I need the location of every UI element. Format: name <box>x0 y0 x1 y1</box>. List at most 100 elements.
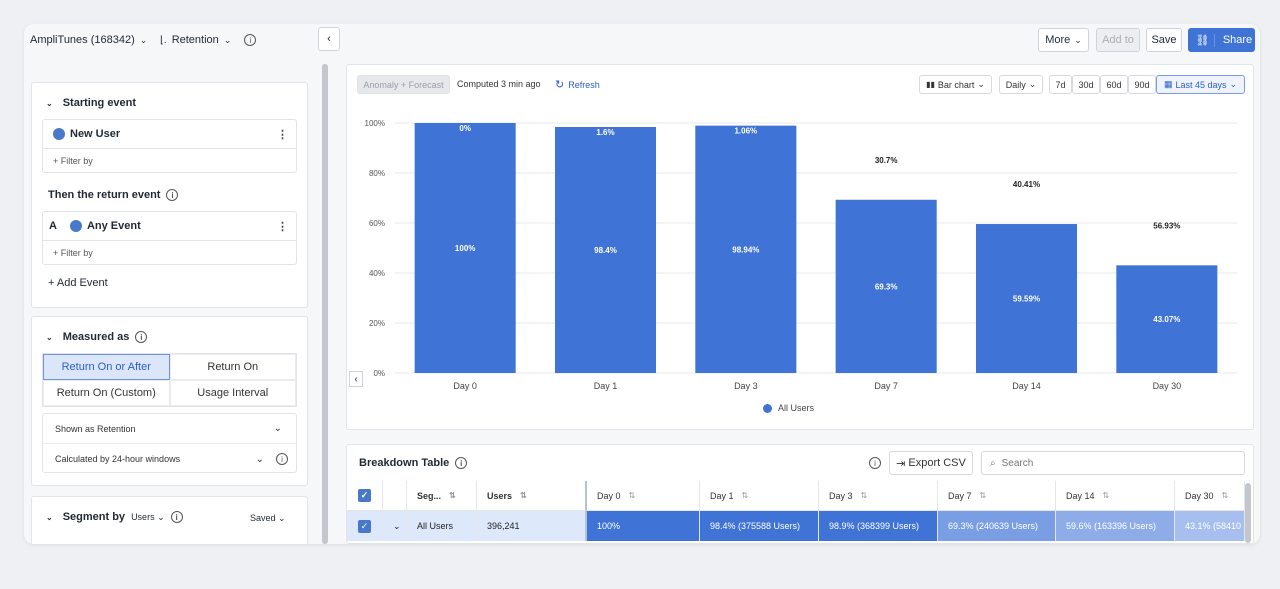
more-label: More <box>1045 34 1071 46</box>
y-tick-label: 20% <box>369 319 385 328</box>
chevron-down-icon: ⌄ <box>46 98 53 108</box>
info-icon[interactable]: i <box>869 457 881 469</box>
info-icon[interactable]: i <box>244 34 257 46</box>
kebab-menu-icon[interactable]: ⋮ <box>277 128 288 141</box>
row-day30-cell: 43.1% (58410 <box>1175 511 1245 541</box>
calculated-by-select[interactable]: Calculated by 24-hour windows ⌄ i <box>43 444 296 474</box>
return-event-row[interactable]: A Any Event ⋮ <box>43 212 296 241</box>
info-icon[interactable]: i <box>276 453 288 465</box>
retention-bar-chart: 0% 20% 40% 60% 80% 100% 0% 100% Day 0 1.6% 98.4% Da… <box>365 119 1237 391</box>
sort-icon: ⇅ <box>520 491 527 500</box>
chart-scroll-left-button[interactable]: ‹ <box>349 371 363 387</box>
chevron-down-icon: ⌄ <box>46 512 53 522</box>
event-icon <box>69 220 82 232</box>
column-header-users[interactable]: Users ⇅ <box>477 481 587 511</box>
measured-header[interactable]: ⌄ Measured as i <box>46 331 148 343</box>
row-day7-cell: 69.3% (240639 Users) <box>938 511 1056 541</box>
row-checkbox[interactable]: ✓ <box>347 511 383 541</box>
info-icon[interactable]: i <box>166 189 179 201</box>
table-title: Breakdown Table <box>359 457 450 469</box>
chevron-left-icon: ‹ <box>354 373 358 385</box>
chevron-down-icon: ⌄ <box>393 520 401 531</box>
export-icon: ⇥ <box>896 457 906 470</box>
dropoff-label: 0% <box>459 124 471 133</box>
range-60d[interactable]: 60d <box>1100 75 1128 94</box>
range-custom[interactable]: ▦ Last 45 days ⌄ <box>1156 75 1245 94</box>
shown-as-select[interactable]: Shown as Retention ⌄ <box>43 414 296 444</box>
active-range-label: Last 45 days <box>1175 79 1227 90</box>
x-tick-label: Day 7 <box>874 381 898 391</box>
project-name: AmpliTunes (168342) <box>30 34 135 46</box>
share-label: Share <box>1222 34 1253 46</box>
saved-label: Saved <box>250 513 276 523</box>
calculated-by-label: Calculated by 24-hour windows <box>55 454 181 464</box>
search-box[interactable]: ⌕ <box>981 451 1245 475</box>
add-event-link[interactable]: + Add Event <box>48 277 108 289</box>
collapse-sidebar-button[interactable]: ‹ <box>318 27 340 51</box>
project-selector[interactable]: AmpliTunes (168342) ⌄ <box>30 34 147 46</box>
anomaly-forecast-button[interactable]: Anomaly + Forecast <box>357 75 450 94</box>
starting-filter-link[interactable]: + Filter by <box>53 155 93 166</box>
return-filter-link[interactable]: + Filter by <box>53 247 93 258</box>
export-csv-button[interactable]: ⇥ Export CSV <box>889 451 973 475</box>
refresh-button[interactable]: ↻ Refresh <box>555 78 600 91</box>
refresh-label: Refresh <box>568 79 600 90</box>
column-label: Users <box>487 490 513 501</box>
sidebar: ⌄ Starting event New User ⋮ + Filter by … <box>24 58 321 544</box>
column-label: Day 1 <box>710 490 734 501</box>
info-icon[interactable]: i <box>455 457 468 469</box>
interval-select[interactable]: Daily ⌄ <box>999 75 1043 94</box>
more-button[interactable]: More ⌄ <box>1038 28 1089 52</box>
starting-event-header[interactable]: ⌄ Starting event <box>46 97 136 109</box>
row-expand-toggle[interactable]: ⌄ <box>383 511 407 541</box>
kebab-menu-icon[interactable]: ⋮ <box>277 220 288 233</box>
column-header-day14[interactable]: Day 14 ⇅ <box>1056 481 1175 511</box>
column-header-day0[interactable]: Day 0 ⇅ <box>587 481 700 511</box>
bar <box>695 125 797 374</box>
chevron-down-icon: ⌄ <box>223 34 232 45</box>
measure-usage-interval[interactable]: Usage Interval <box>169 380 296 406</box>
scrollbar-thumb[interactable] <box>322 64 328 544</box>
measured-panel: ⌄ Measured as i Return On or After Retur… <box>31 316 308 486</box>
column-header-day3[interactable]: Day 3 ⇅ <box>819 481 938 511</box>
select-all-checkbox[interactable]: ✓ <box>347 481 383 511</box>
info-icon[interactable]: i <box>135 331 148 343</box>
link-icon: ⛓ <box>1191 33 1215 47</box>
range-7d[interactable]: 7d <box>1049 75 1072 94</box>
expand-column-header <box>383 481 407 511</box>
segment-header[interactable]: ⌄ Segment by Users ⌄ i <box>46 511 183 523</box>
display-options: Shown as Retention ⌄ Calculated by 24-ho… <box>42 413 297 473</box>
table-scrollbar[interactable] <box>1245 483 1251 543</box>
measure-return-on-custom[interactable]: Return On (Custom) <box>43 380 170 406</box>
range-30d[interactable]: 30d <box>1072 75 1100 94</box>
measured-title: Measured as <box>62 331 130 343</box>
saved-segments-select[interactable]: Saved ⌄ <box>250 513 286 523</box>
column-header-segment[interactable]: Seg... ⇅ <box>407 481 477 511</box>
measure-options: Return On or After Return On Return On (… <box>42 353 297 407</box>
search-input[interactable] <box>1001 457 1222 469</box>
y-tick-label: 60% <box>369 219 385 228</box>
column-header-day1[interactable]: Day 1 ⇅ <box>700 481 819 511</box>
range-90d[interactable]: 90d <box>1128 75 1156 94</box>
row-day3-cell: 98.9% (368399 Users) <box>819 511 938 541</box>
add-to-label: Add to <box>1102 34 1134 46</box>
column-header-day30[interactable]: Day 30 ⇅ <box>1175 481 1245 511</box>
save-button[interactable]: Save <box>1146 28 1182 52</box>
bar-value-label: 59.59% <box>1013 295 1040 304</box>
segment-type-select[interactable]: Users ⌄ <box>131 511 165 522</box>
sidebar-scrollbar[interactable] <box>322 64 328 544</box>
share-button[interactable]: ⛓ Share <box>1188 28 1255 52</box>
measure-return-on[interactable]: Return On <box>169 354 296 380</box>
starting-event-card: New User ⋮ + Filter by <box>42 119 297 173</box>
measure-return-on-or-after[interactable]: Return On or After <box>43 354 170 380</box>
add-to-button[interactable]: Add to <box>1096 28 1140 52</box>
event-letter: A <box>49 220 57 232</box>
chevron-down-icon: ⌄ <box>255 453 264 465</box>
chart-type-select[interactable]: ▮▮ Bar chart ⌄ <box>919 75 992 94</box>
chart-type-selector[interactable]: ⌊. Retention ⌄ i <box>160 34 257 46</box>
starting-event-row[interactable]: New User ⋮ <box>43 120 296 149</box>
chart-type-label: Bar chart <box>937 79 975 90</box>
column-header-day7[interactable]: Day 7 ⇅ <box>938 481 1056 511</box>
info-icon[interactable]: i <box>170 511 183 523</box>
save-label: Save <box>1151 34 1177 46</box>
